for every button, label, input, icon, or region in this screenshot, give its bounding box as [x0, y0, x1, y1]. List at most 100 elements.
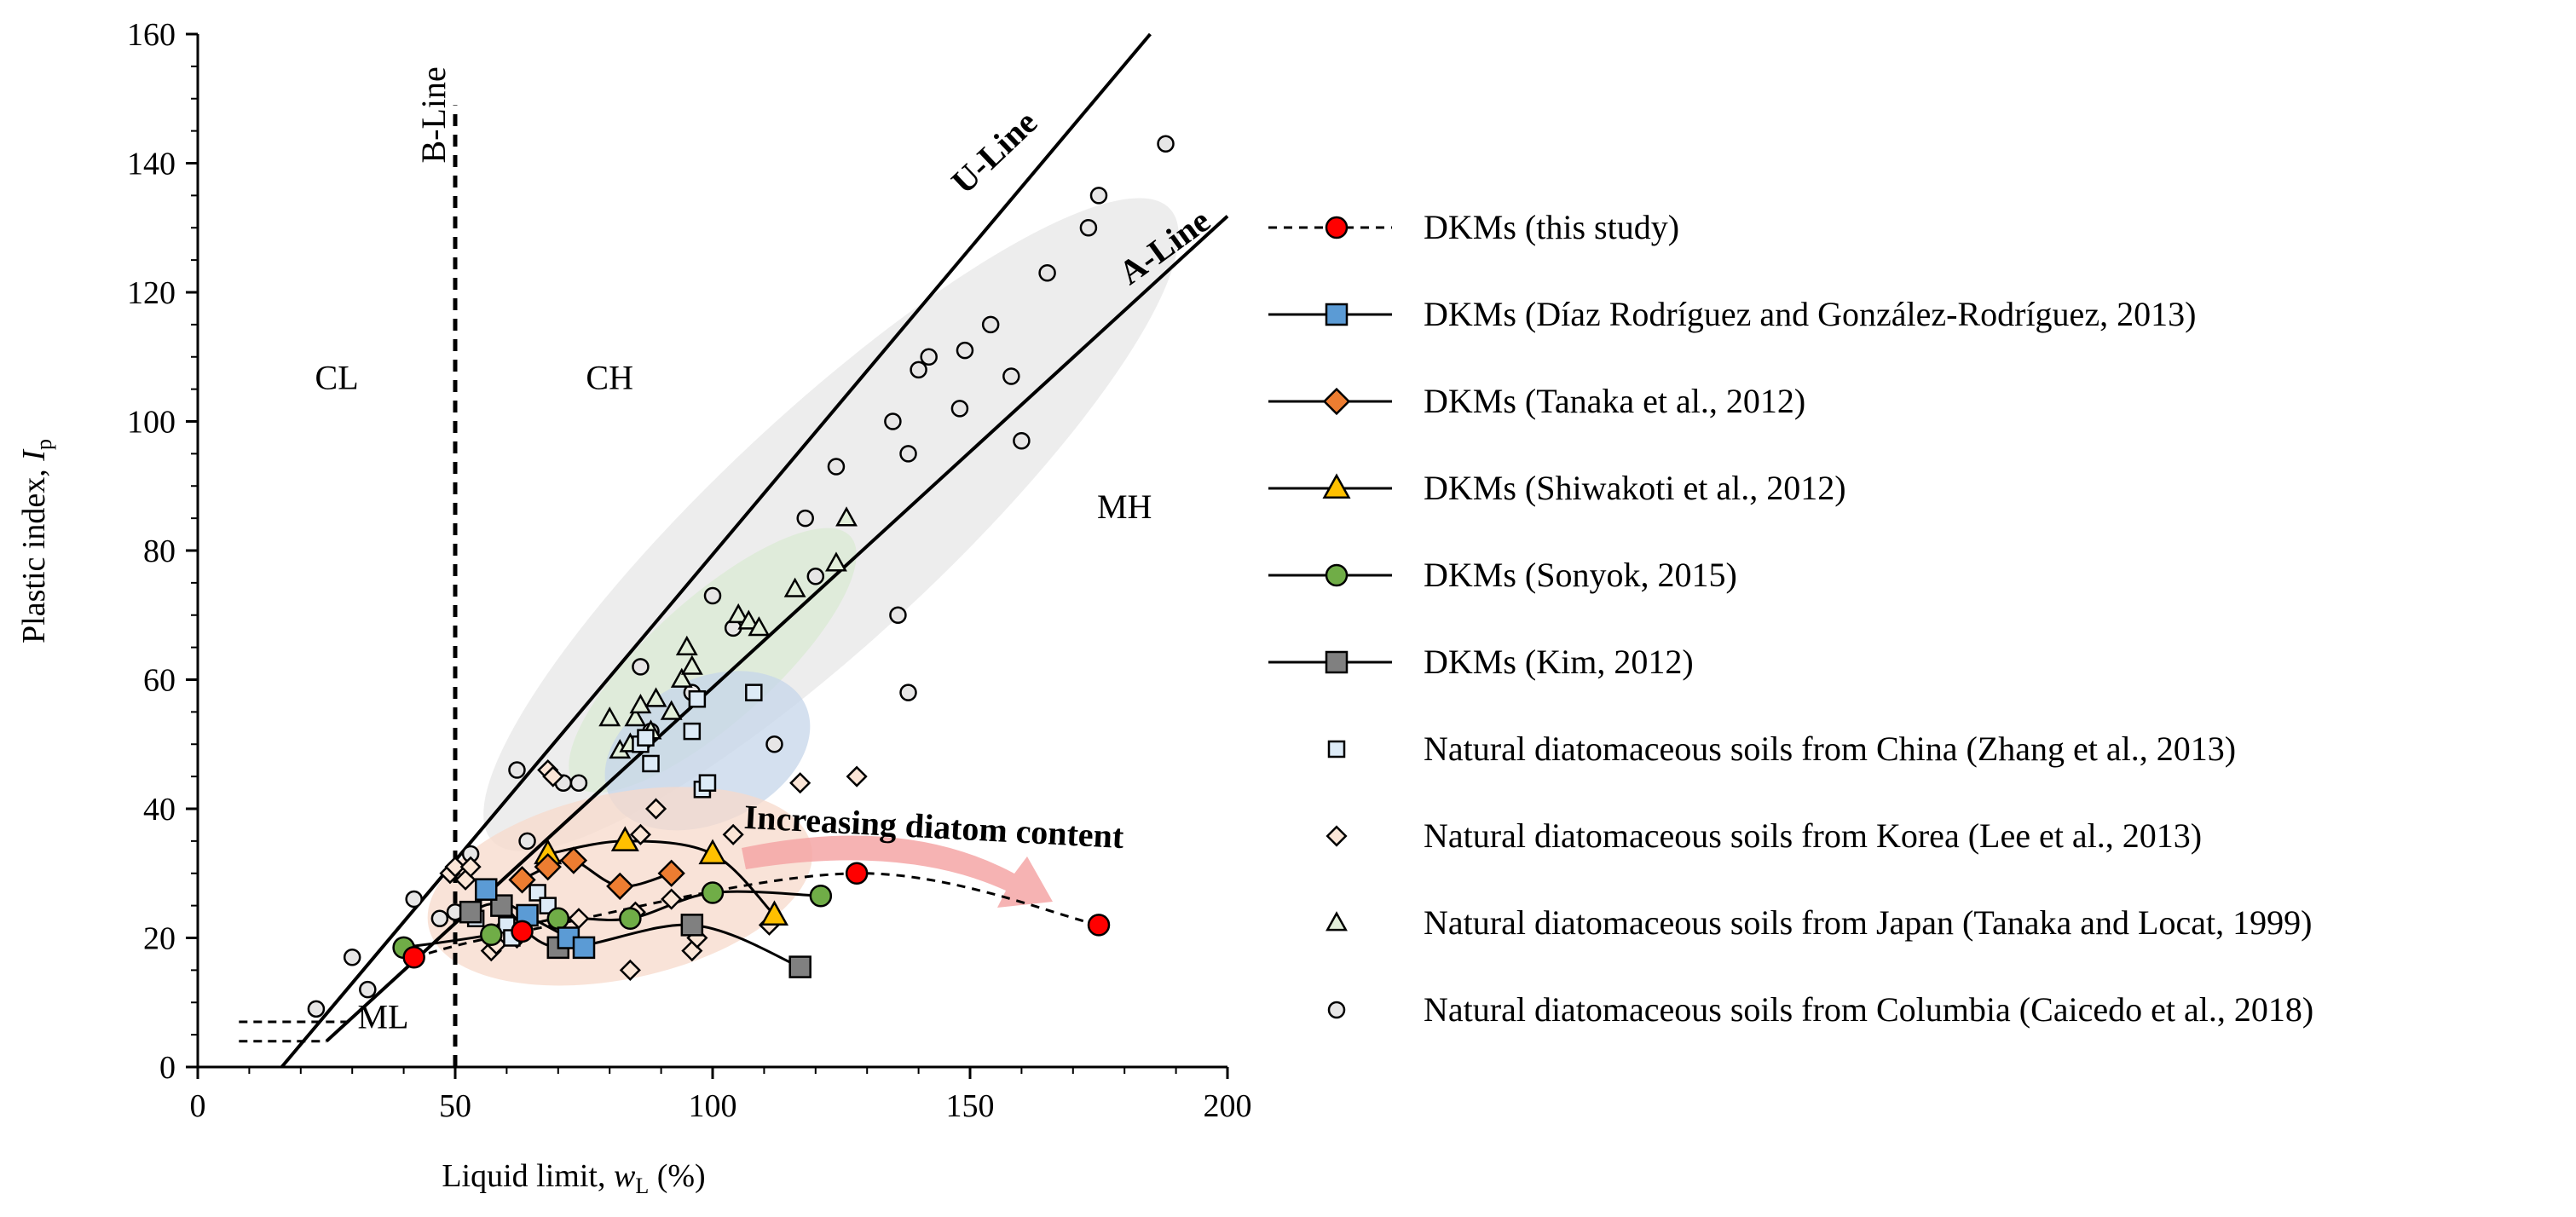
dkms-this-study-point: [845, 862, 869, 885]
dkms-shiwakoti-et-al-2012-point: [698, 839, 727, 865]
data-markers: [307, 135, 1175, 1018]
dkms-tanaka-et-al-2012-point: [534, 853, 562, 881]
zone-label-cl: CL: [315, 359, 359, 397]
dkms-kim-2012-point: [680, 914, 704, 937]
dkms-this-study-point: [1087, 914, 1111, 937]
dkms-d-az-rodr-guez-and-gonz-lez-rodr-guez-2013-point: [474, 878, 498, 901]
y-tick-label: 60: [143, 663, 176, 699]
natural-diatomaceous-soils-from-japan-tanaka-and-locat-1999-point: [670, 667, 693, 688]
natural-diatomaceous-soils-from-columbia-caicedo-et-al-2018-point: [950, 400, 969, 418]
y-tick-label: 120: [127, 275, 176, 311]
natural-diatomaceous-soils-from-china-zhang-et-al-2013-point: [683, 722, 702, 741]
natural-diatomaceous-soils-from-china-zhang-et-al-2013-point: [688, 689, 707, 708]
natural-diatomaceous-soils-from-korea-lee-et-al-2013-point: [644, 798, 667, 820]
natural-diatomaceous-soils-from-korea-lee-et-al-2013-point: [542, 765, 564, 787]
natural-diatomaceous-soils-from-korea-lee-et-al-2013-point: [661, 888, 683, 910]
y-tick-label: 20: [143, 921, 176, 957]
legend-marker-9: [1326, 911, 1348, 931]
natural-diatomaceous-soils-from-columbia-caicedo-et-al-2018-point: [765, 735, 783, 753]
dkms-sonyok-2015-point: [480, 923, 503, 946]
natural-diatomaceous-soils-from-columbia-caicedo-et-al-2018-point: [899, 683, 917, 701]
dkms-sonyok-2015-point: [701, 881, 725, 904]
y-tick-label: 100: [127, 405, 176, 441]
dkms-this-study-point: [511, 920, 534, 943]
dkms-tanaka-et-al-2012-point: [657, 859, 685, 887]
legend-marker-1: [1325, 216, 1349, 239]
y-tick-label: 40: [143, 792, 176, 828]
natural-diatomaceous-soils-from-columbia-caicedo-et-al-2018-point: [884, 412, 902, 430]
natural-diatomaceous-soils-from-columbia-caicedo-et-al-2018-point: [518, 832, 536, 851]
natural-diatomaceous-soils-from-japan-tanaka-and-locat-1999-point: [835, 506, 858, 527]
natural-diatomaceous-soils-from-columbia-caicedo-et-al-2018-point: [703, 586, 722, 605]
dkms-shiwakoti-et-al-2012-point: [610, 826, 639, 851]
x-tick-label: 50: [439, 1088, 471, 1124]
natural-diatomaceous-soils-from-columbia-caicedo-et-al-2018-point: [910, 360, 927, 379]
natural-diatomaceous-soils-from-japan-tanaka-and-locat-1999-point: [783, 577, 806, 597]
legend-marker-4: [1322, 473, 1351, 499]
natural-diatomaceous-soils-from-korea-lee-et-al-2013-point: [629, 823, 652, 845]
chart-labels: CL CH MH ML: [315, 359, 1152, 1036]
natural-diatomaceous-soils-from-columbia-caicedo-et-al-2018-point: [1038, 264, 1056, 282]
natural-diatomaceous-soils-from-columbia-caicedo-et-al-2018-point: [889, 606, 907, 624]
natural-diatomaceous-soils-from-columbia-caicedo-et-al-2018-point: [508, 761, 526, 779]
natural-diatomaceous-soils-from-columbia-caicedo-et-al-2018-point: [827, 458, 846, 476]
x-tick-label: 0: [190, 1088, 206, 1124]
legend-label-2: DKMs (Díaz Rodríguez and González-Rodríg…: [1424, 295, 2196, 333]
x-tick-label: 100: [689, 1088, 737, 1124]
natural-diatomaceous-soils-from-columbia-caicedo-et-al-2018-point: [806, 568, 825, 585]
natural-diatomaceous-soils-from-korea-lee-et-al-2013-point: [846, 765, 868, 787]
natural-diatomaceous-soils-from-columbia-caicedo-et-al-2018-point: [899, 445, 917, 463]
x-axis-label: Liquid limit, wL (%): [442, 1158, 705, 1198]
natural-diatomaceous-soils-from-columbia-caicedo-et-al-2018-point: [1002, 367, 1020, 385]
dkms-sonyok-2015-point: [546, 907, 570, 931]
legend-label-7: Natural diatomaceous soils from China (Z…: [1424, 730, 2236, 768]
legend-label-1: DKMs (this study): [1424, 208, 1679, 246]
natural-diatomaceous-soils-from-columbia-caicedo-et-al-2018-point: [405, 890, 423, 908]
legend-label-3: DKMs (Tanaka et al., 2012): [1424, 382, 1805, 420]
natural-diatomaceous-soils-from-columbia-caicedo-et-al-2018-point: [1157, 135, 1175, 153]
legend-label-6: DKMs (Kim, 2012): [1424, 643, 1694, 681]
zone-label-ch: CH: [586, 359, 633, 397]
natural-diatomaceous-soils-from-korea-lee-et-al-2013-point: [789, 772, 811, 794]
natural-diatomaceous-soils-from-japan-tanaka-and-locat-1999-point: [624, 707, 647, 727]
y-tick-label: 160: [127, 17, 176, 53]
legend-marker-10: [1327, 1001, 1346, 1019]
y-axis-label: Plastic index, Ip: [16, 439, 56, 643]
natural-diatomaceous-soils-from-columbia-caicedo-et-al-2018-point: [359, 980, 377, 999]
natural-diatomaceous-soils-from-japan-tanaka-and-locat-1999-point: [825, 551, 847, 572]
legend-marker-6: [1325, 650, 1349, 674]
natural-diatomaceous-soils-from-columbia-caicedo-et-al-2018-point: [1089, 187, 1108, 205]
natural-diatomaceous-soils-from-japan-tanaka-and-locat-1999-point: [727, 603, 750, 624]
natural-diatomaceous-soils-from-columbia-caicedo-et-al-2018-point: [569, 774, 588, 792]
legend-label-10: Natural diatomaceous soils from Columbia…: [1424, 990, 2313, 1029]
dkms-tanaka-et-al-2012-point: [606, 872, 634, 901]
x-tick-label: 200: [1204, 1088, 1252, 1124]
legend-marker-3: [1322, 387, 1351, 416]
natural-diatomaceous-soils-from-china-zhang-et-al-2013-point: [698, 774, 717, 792]
x-tick-label: 150: [946, 1088, 995, 1124]
dkms-d-az-rodr-guez-and-gonz-lez-rodr-guez-2013-point: [572, 936, 596, 960]
y-tick-label: 140: [127, 147, 176, 182]
zone-label-mh: MH: [1097, 487, 1152, 526]
y-tick-label: 80: [143, 534, 176, 569]
dkms-tanaka-et-al-2012-point: [559, 846, 588, 874]
natural-diatomaceous-soils-from-columbia-caicedo-et-al-2018-point: [796, 509, 814, 528]
trend-arrow: [742, 835, 1053, 908]
legend-marker-8: [1326, 825, 1348, 847]
natural-diatomaceous-soils-from-japan-tanaka-and-locat-1999-point: [680, 655, 703, 675]
natural-diatomaceous-soils-from-japan-tanaka-and-locat-1999-point: [748, 616, 771, 637]
dkms-sonyok-2015-point: [809, 885, 833, 908]
natural-diatomaceous-soils-from-china-zhang-et-al-2013-point: [528, 884, 546, 902]
natural-diatomaceous-soils-from-japan-tanaka-and-locat-1999-point: [675, 635, 698, 655]
dkms-kim-2012-point: [459, 900, 482, 924]
axes: 0 50 100 150 200 0 20 40 60 80 100 120 140 160: [127, 17, 1252, 1124]
legend-marker-2: [1325, 303, 1349, 326]
natural-diatomaceous-soils-from-korea-lee-et-al-2013-point: [444, 856, 466, 878]
legend-label-8: Natural diatomaceous soils from Korea (L…: [1424, 816, 2202, 855]
natural-diatomaceous-soils-from-china-zhang-et-al-2013-point: [642, 754, 660, 773]
y-tick-label: 0: [159, 1050, 176, 1086]
legend-label-5: DKMs (Sonyok, 2015): [1424, 556, 1737, 594]
natural-diatomaceous-soils-from-columbia-caicedo-et-al-2018-point: [981, 315, 1000, 334]
legend: DKMs (this study) DKMs (Díaz Rodríguez an…: [1268, 208, 2313, 1029]
